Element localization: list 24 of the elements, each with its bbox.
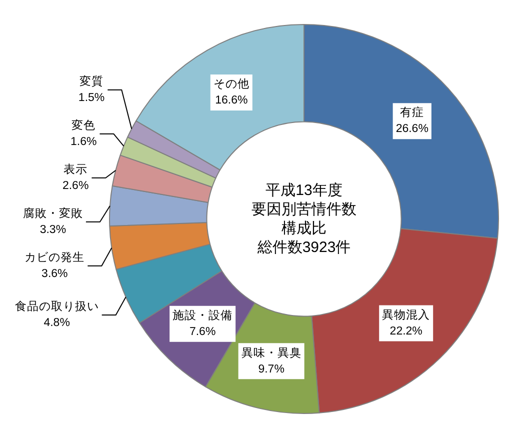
data-label: 3.6% <box>42 268 68 280</box>
slice-label: 変色 <box>72 118 96 132</box>
data-label: 16.6% <box>215 94 248 107</box>
slice-label: 有症 <box>400 105 424 120</box>
text: 平成13年度要因別苦情件数構成比 <box>252 181 356 238</box>
data-label: 22.2% <box>390 325 422 338</box>
slice-label: 異味・異臭 <box>241 346 302 360</box>
data-label: 26.6% <box>396 123 428 136</box>
slice-label: その他 <box>213 78 250 91</box>
text: 総件数3923件 <box>257 238 351 257</box>
data-label: 9.7% <box>258 363 284 376</box>
slice-label: カビの発生 <box>24 251 85 264</box>
data-label: 4.8% <box>44 317 70 330</box>
data-label: 3.3% <box>40 224 66 236</box>
slice-label: 異物混入 <box>382 307 430 322</box>
slice-label: 食品の取り扱い <box>14 300 99 314</box>
slice-label: 表示 <box>64 163 88 176</box>
data-label: 1.6% <box>70 136 97 148</box>
data-label: 2.6% <box>62 180 89 192</box>
slice-label: 施設・設備 <box>172 309 233 322</box>
data-label: 1.5% <box>78 92 105 104</box>
slice-label: 変質 <box>80 74 104 88</box>
data-label: 7.6% <box>189 326 216 338</box>
slice-label: 腐敗・変敗 <box>22 206 83 220</box>
